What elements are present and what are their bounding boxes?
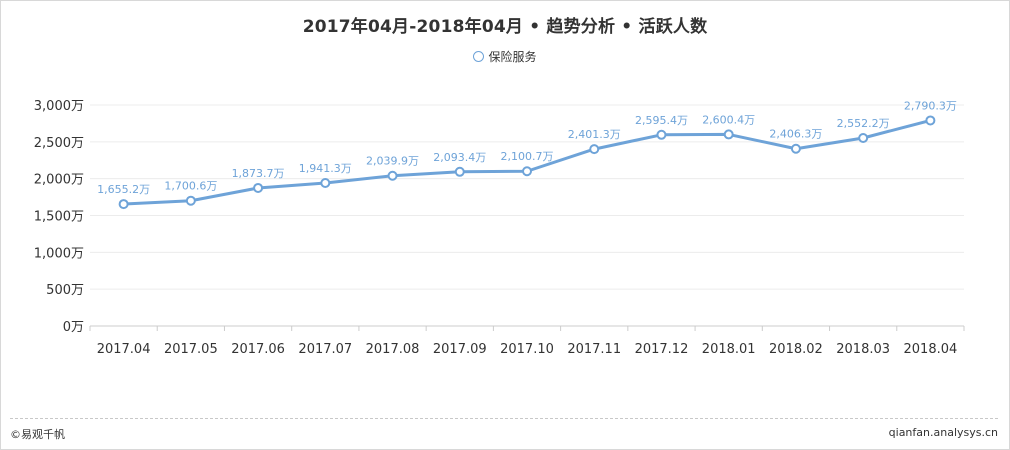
footer-divider bbox=[10, 418, 998, 419]
x-tick-label: 2017.05 bbox=[164, 342, 218, 357]
x-tick-label: 2018.03 bbox=[836, 342, 890, 357]
data-label: 2,600.4万 bbox=[702, 113, 755, 126]
data-point bbox=[118, 199, 129, 210]
data-label: 2,406.3万 bbox=[769, 128, 822, 141]
data-point bbox=[858, 132, 869, 143]
x-tick-label: 2017.12 bbox=[635, 342, 689, 357]
data-point bbox=[454, 166, 465, 177]
data-point bbox=[656, 129, 667, 140]
data-label: 2,093.4万 bbox=[433, 151, 486, 164]
x-tick-label: 2018.04 bbox=[904, 342, 958, 357]
x-tick-label: 2017.06 bbox=[231, 342, 285, 357]
data-point bbox=[925, 115, 936, 126]
data-point bbox=[790, 143, 801, 154]
x-tick-label: 2017.10 bbox=[500, 342, 554, 357]
data-point bbox=[723, 129, 734, 140]
data-point bbox=[589, 144, 600, 155]
y-tick-label: 2,500万 bbox=[34, 136, 84, 151]
data-label: 1,655.2万 bbox=[97, 183, 150, 196]
data-label: 2,100.7万 bbox=[501, 150, 554, 163]
y-tick-label: 500万 bbox=[46, 283, 84, 298]
data-point bbox=[185, 195, 196, 206]
legend-label: 保险服务 bbox=[488, 50, 537, 64]
footer-site: qianfan.analysys.cn bbox=[888, 426, 998, 439]
data-label: 1,873.7万 bbox=[232, 167, 285, 180]
y-tick-label: 0万 bbox=[63, 320, 84, 335]
data-label: 2,401.3万 bbox=[568, 128, 621, 141]
data-label: 2,595.4万 bbox=[635, 114, 688, 127]
data-label: 1,700.6万 bbox=[164, 180, 217, 193]
y-tick-label: 2,000万 bbox=[34, 173, 84, 188]
y-tick-label: 3,000万 bbox=[34, 99, 84, 114]
x-tick-label: 2017.09 bbox=[433, 342, 487, 357]
data-label: 1,941.3万 bbox=[299, 162, 352, 175]
chart-title: 2017年04月-2018年04月 • 趋势分析 • 活跃人数 bbox=[302, 17, 708, 37]
y-tick-label: 1,000万 bbox=[34, 246, 84, 261]
data-point bbox=[387, 170, 398, 181]
y-tick-label: 1,500万 bbox=[34, 210, 84, 225]
x-tick-label: 2017.11 bbox=[567, 342, 621, 357]
x-tick-label: 2018.02 bbox=[769, 342, 823, 357]
data-point bbox=[522, 166, 532, 177]
x-tick-label: 2017.04 bbox=[97, 342, 151, 357]
data-point bbox=[320, 177, 331, 188]
chart-legend[interactable]: 保险服务 bbox=[0, 48, 1010, 65]
x-tick-label: 2017.08 bbox=[366, 342, 420, 357]
data-label: 2,790.3万 bbox=[904, 99, 957, 112]
footer-copyright: ©易观千帆 bbox=[10, 428, 65, 441]
data-label: 2,039.9万 bbox=[366, 155, 419, 168]
x-tick-label: 2017.07 bbox=[298, 342, 352, 357]
data-point bbox=[253, 182, 264, 193]
data-label: 2,552.2万 bbox=[837, 117, 890, 130]
legend-circle-icon bbox=[473, 51, 485, 62]
x-tick-label: 2018.01 bbox=[702, 342, 756, 357]
